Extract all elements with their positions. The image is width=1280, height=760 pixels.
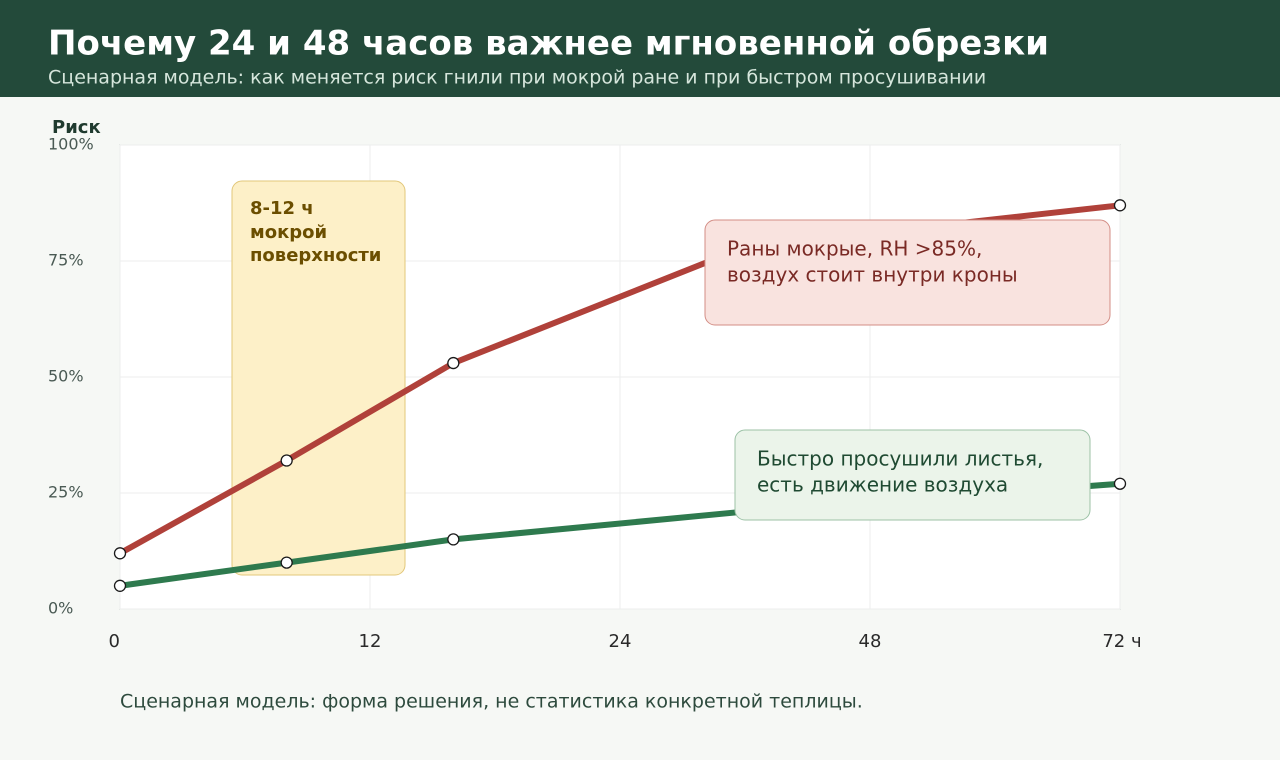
wet-window-box [231,180,406,576]
annotation: мокрой [250,222,327,243]
y-tick-label: 75% [48,251,84,270]
header [0,0,1280,97]
data-point [447,356,460,370]
data-point [280,556,293,569]
x-tick-label: 0 [109,631,120,652]
annotation: 8-12 ч [250,198,314,219]
y-tick-label: 25% [48,483,84,502]
y-tick-label: 100% [48,135,94,154]
annotation: поверхности [250,245,381,266]
data-point [1113,199,1127,212]
y-axis-label: Риск [52,117,101,138]
x-tick-label: 24 [609,631,632,652]
x-tick-label: 12 [359,631,382,652]
chart-subtitle: Сценарная модель: как меняется риск гнил… [48,67,986,89]
data-point [1113,477,1127,490]
y-tick-label: 0% [48,599,73,618]
legend-label: Быстро просушили листья, [757,447,1043,471]
legend-label: Раны мокрые, RH >85%, [727,237,982,261]
legend-box [704,219,1111,326]
x-tick-label: 48 [859,631,882,652]
data-point [280,454,293,467]
legend: Раны мокрые, RH >85%, воздух стоит внутр… [704,219,1111,521]
y-tick-label: 50% [48,367,84,386]
legend-box [734,429,1091,521]
footnote: Сценарная модель: форма решения, не стат… [120,691,863,713]
wet-window: 8-12 ч мокрой поверхности [231,180,406,576]
legend-label: воздух стоит внутри кроны [727,263,1018,287]
legend-label: есть движение воздуха [757,473,1008,497]
data-point [113,547,127,560]
data-point [113,579,127,592]
x-tick-label: 72 ч [1102,631,1141,652]
chart-title: Почему 24 и 48 часов важнее мгновенной о… [48,24,1049,64]
data-point [447,533,460,546]
